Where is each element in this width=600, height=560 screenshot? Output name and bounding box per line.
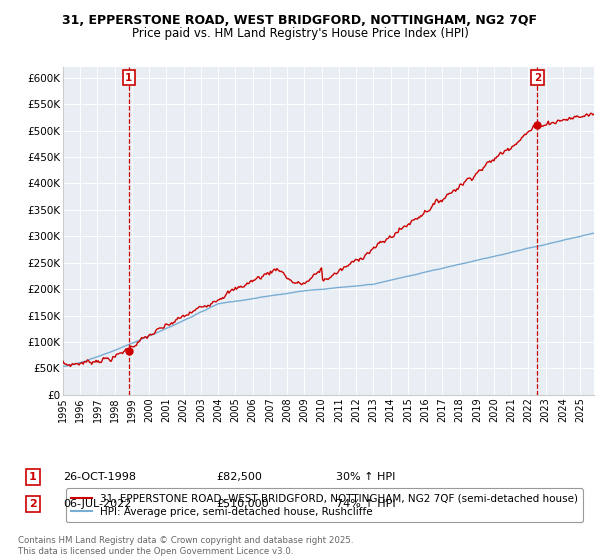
- Text: 06-JUL-2022: 06-JUL-2022: [63, 499, 131, 509]
- Text: Contains HM Land Registry data © Crown copyright and database right 2025.
This d: Contains HM Land Registry data © Crown c…: [18, 536, 353, 556]
- Text: 2: 2: [533, 73, 541, 83]
- Text: 30% ↑ HPI: 30% ↑ HPI: [336, 472, 395, 482]
- Text: Price paid vs. HM Land Registry's House Price Index (HPI): Price paid vs. HM Land Registry's House …: [131, 27, 469, 40]
- Text: 74% ↑ HPI: 74% ↑ HPI: [336, 499, 395, 509]
- Text: 1: 1: [125, 73, 133, 83]
- Text: 1: 1: [29, 472, 37, 482]
- Text: £82,500: £82,500: [216, 472, 262, 482]
- Text: 31, EPPERSTONE ROAD, WEST BRIDGFORD, NOTTINGHAM, NG2 7QF: 31, EPPERSTONE ROAD, WEST BRIDGFORD, NOT…: [62, 14, 538, 27]
- Text: £510,000: £510,000: [216, 499, 269, 509]
- Text: 2: 2: [29, 499, 37, 509]
- Legend: 31, EPPERSTONE ROAD, WEST BRIDGFORD, NOTTINGHAM, NG2 7QF (semi-detached house), : 31, EPPERSTONE ROAD, WEST BRIDGFORD, NOT…: [65, 488, 583, 522]
- Text: 26-OCT-1998: 26-OCT-1998: [63, 472, 136, 482]
